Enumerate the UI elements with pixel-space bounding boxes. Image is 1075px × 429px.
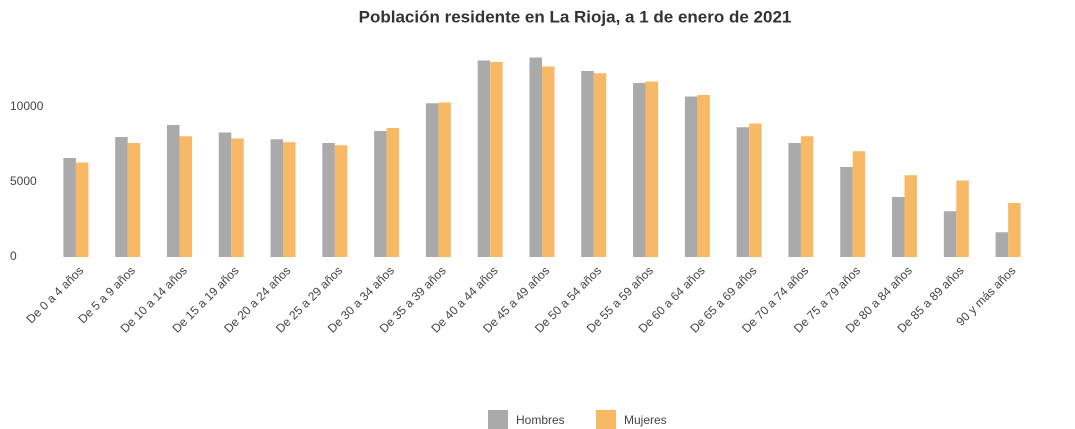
bar	[425, 103, 439, 257]
bar	[593, 73, 607, 257]
bar	[840, 167, 853, 257]
bar	[1008, 203, 1021, 257]
bar	[283, 142, 296, 257]
bar	[127, 143, 141, 257]
bar	[75, 162, 89, 257]
legend-label: Hombres	[516, 413, 565, 427]
bar	[218, 132, 232, 257]
bar	[179, 136, 192, 257]
bar	[645, 81, 659, 257]
bar	[684, 96, 698, 257]
bar	[63, 158, 76, 257]
bar	[943, 211, 957, 257]
bar	[166, 125, 180, 257]
bar	[231, 138, 244, 257]
legend-swatch	[596, 410, 616, 429]
chart-title: Población residente en La Rioja, a 1 de …	[359, 7, 792, 26]
bar	[697, 95, 710, 257]
bar	[956, 180, 969, 257]
bar	[542, 66, 555, 257]
bar	[477, 60, 491, 257]
legend-swatch	[488, 410, 508, 429]
bar	[438, 102, 451, 257]
y-tick-label: 0	[10, 249, 17, 263]
bar	[749, 123, 762, 257]
bar	[529, 57, 542, 257]
y-tick-label: 5000	[10, 174, 37, 188]
bar	[788, 143, 801, 257]
bar	[270, 139, 284, 257]
bar	[736, 127, 750, 257]
bar	[800, 136, 814, 257]
bar	[334, 145, 348, 257]
bar	[633, 83, 646, 257]
bar	[995, 232, 1009, 257]
bar	[386, 128, 400, 257]
bar	[322, 143, 335, 257]
bar	[115, 137, 128, 257]
bar	[581, 71, 594, 257]
y-tick-label: 10000	[10, 99, 44, 113]
bar	[490, 62, 503, 257]
bar	[374, 131, 387, 257]
bar	[852, 151, 866, 257]
legend-label: Mujeres	[624, 413, 667, 427]
bar	[892, 197, 905, 257]
bar	[904, 175, 918, 257]
